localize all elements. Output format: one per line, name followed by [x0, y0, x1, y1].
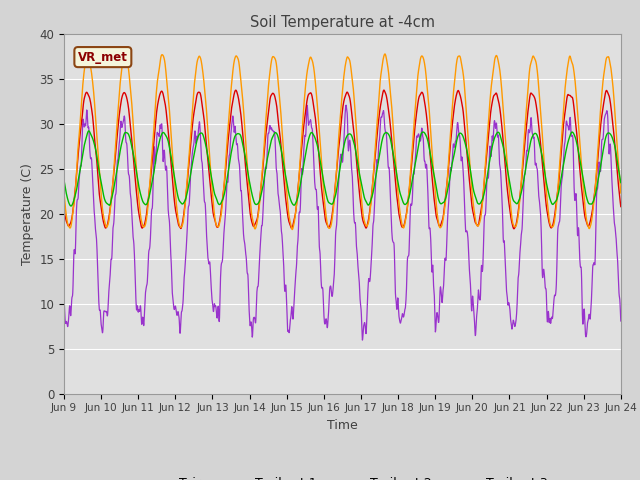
- Tsoil set 1: [358, 215, 366, 221]
- Tsoil set 2: [289, 227, 296, 232]
- Tair: [359, 333, 367, 338]
- Tsoil set 1: [504, 196, 512, 202]
- Tsoil set 2: [584, 221, 591, 227]
- Tsoil set 2: [216, 222, 223, 228]
- Tsoil set 1: [617, 204, 625, 209]
- Tsoil set 2: [371, 152, 379, 158]
- Tsoil set 3: [584, 198, 591, 204]
- Tair: [617, 318, 625, 324]
- Tsoil set 2: [381, 51, 388, 57]
- Tsoil set 3: [60, 177, 68, 183]
- Title: Soil Temperature at -4cm: Soil Temperature at -4cm: [250, 15, 435, 30]
- Tair: [342, 102, 350, 108]
- Tair: [358, 337, 366, 343]
- Tsoil set 3: [67, 203, 75, 209]
- Tsoil set 3: [568, 129, 576, 135]
- Line: Tsoil set 2: Tsoil set 2: [64, 54, 621, 229]
- Line: Tsoil set 3: Tsoil set 3: [64, 131, 621, 206]
- Tair: [60, 294, 68, 300]
- Tsoil set 1: [568, 94, 576, 100]
- Tsoil set 2: [359, 208, 367, 214]
- Y-axis label: Temperature (C): Temperature (C): [21, 163, 34, 264]
- Tsoil set 3: [505, 174, 513, 180]
- Line: Tair: Tair: [64, 105, 621, 340]
- Tsoil set 3: [617, 180, 625, 185]
- Tsoil set 2: [505, 180, 513, 186]
- Tair: [568, 132, 576, 138]
- Legend: Tair, Tsoil set 1, Tsoil set 2, Tsoil set 3: Tair, Tsoil set 1, Tsoil set 2, Tsoil se…: [132, 472, 552, 480]
- Text: VR_met: VR_met: [78, 50, 128, 63]
- Tair: [216, 319, 223, 324]
- Tsoil set 3: [359, 188, 367, 194]
- Tsoil set 3: [85, 128, 93, 134]
- Tsoil set 2: [617, 190, 625, 196]
- Tsoil set 1: [584, 222, 591, 228]
- Tsoil set 3: [216, 202, 223, 207]
- Tsoil set 3: [371, 179, 379, 184]
- Tsoil set 1: [380, 87, 388, 93]
- Tsoil set 1: [371, 159, 378, 165]
- Line: Tsoil set 1: Tsoil set 1: [64, 90, 621, 229]
- Tair: [371, 191, 379, 197]
- Tsoil set 1: [60, 205, 68, 211]
- Tair: [584, 320, 591, 326]
- Tsoil set 1: [510, 226, 518, 232]
- Tair: [505, 300, 513, 306]
- X-axis label: Time: Time: [327, 419, 358, 432]
- Tsoil set 2: [60, 190, 68, 195]
- Tsoil set 2: [568, 60, 576, 66]
- Tsoil set 1: [216, 220, 223, 226]
